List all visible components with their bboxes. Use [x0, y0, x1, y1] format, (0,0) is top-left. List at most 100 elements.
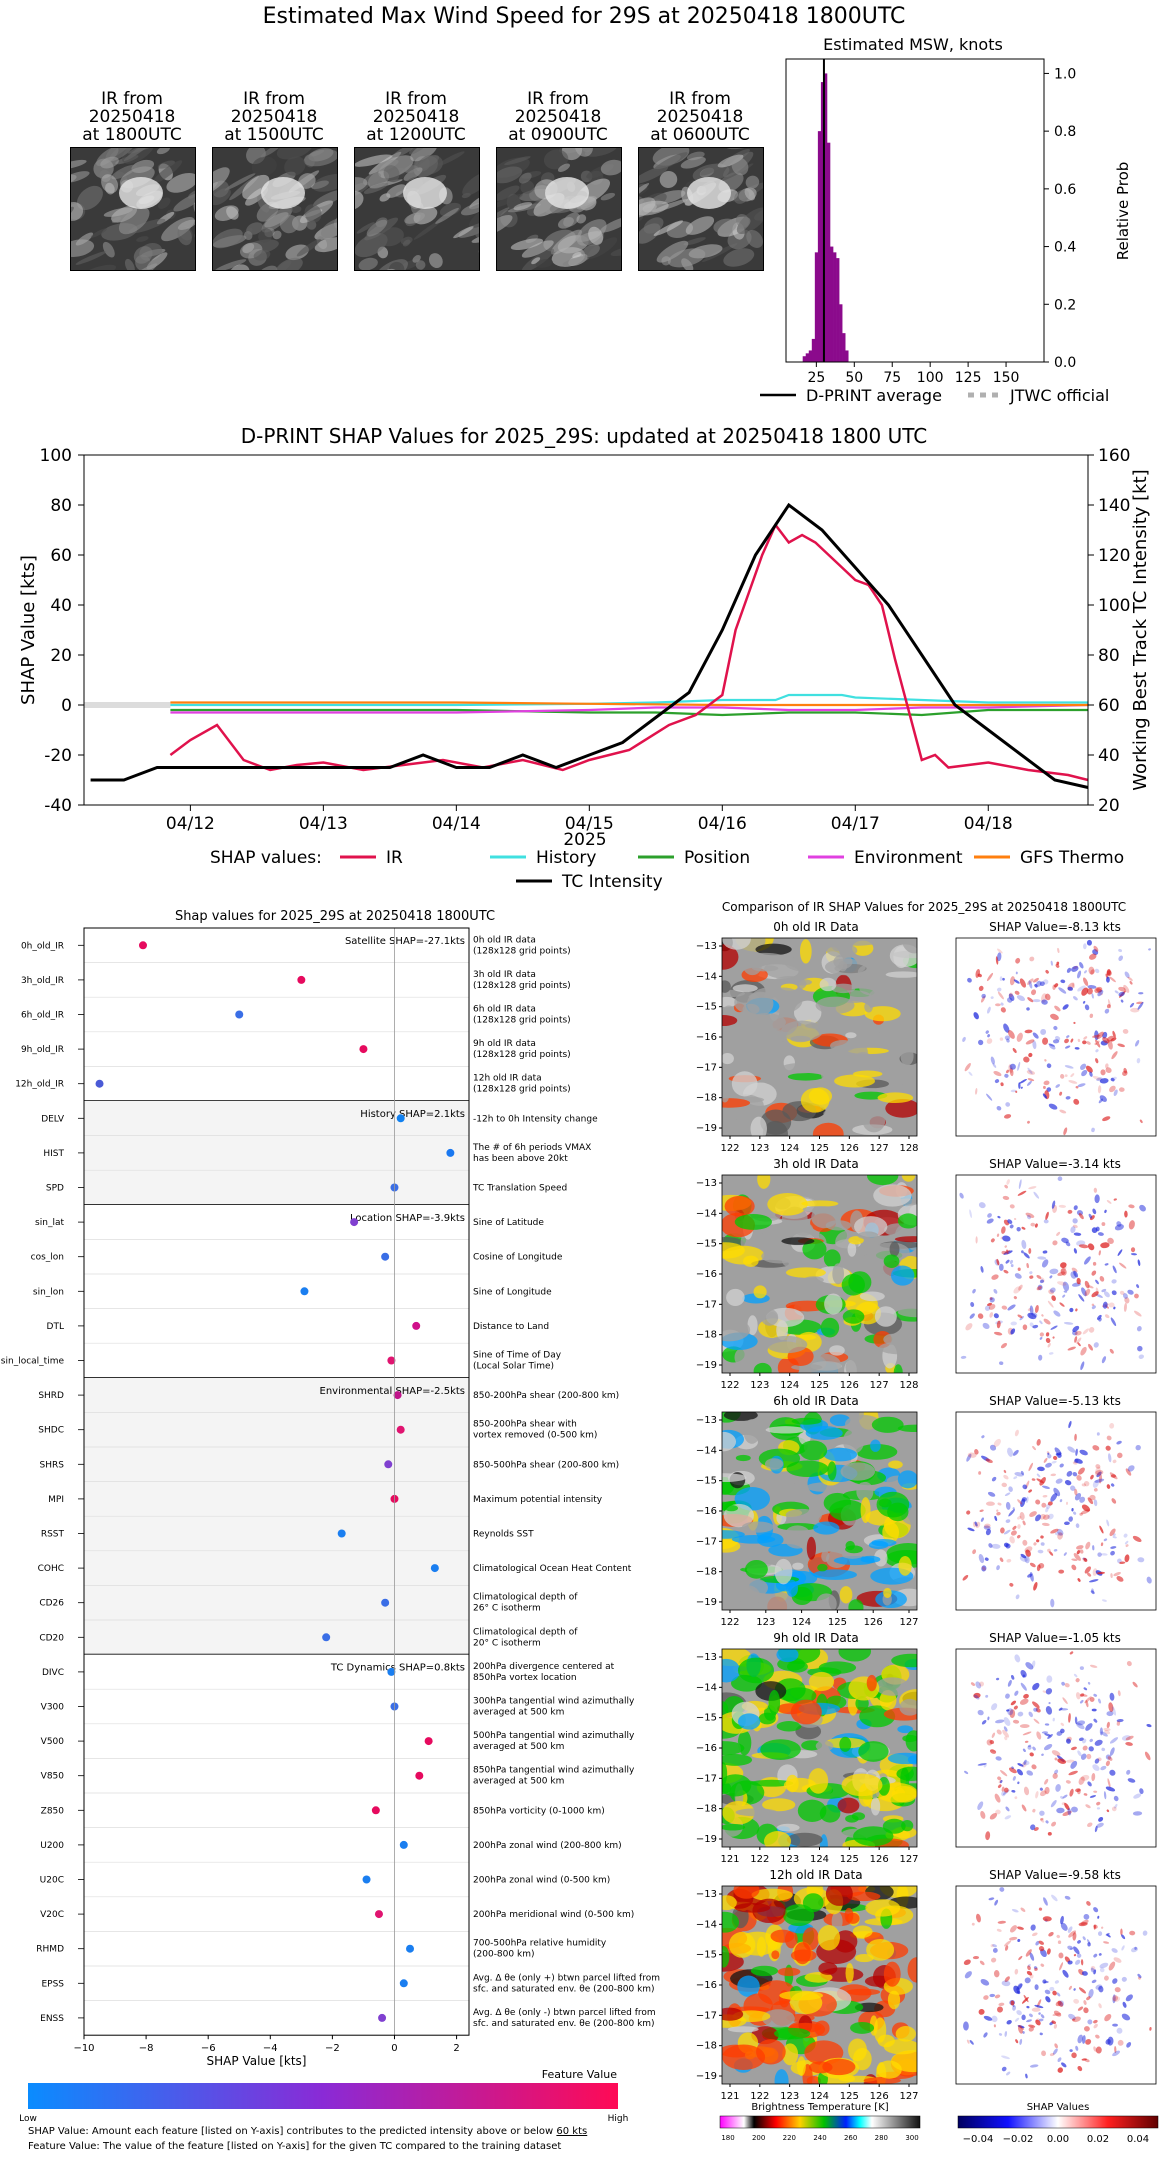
lat-tick-label: −17	[696, 1062, 717, 1073]
right-y-tick-label: 160	[1098, 446, 1130, 466]
footnote-shap-threshold: 60 kts	[556, 2126, 588, 2137]
feature-name: V500	[41, 1737, 65, 1747]
y-tick-label: 0	[61, 696, 72, 716]
x-tick-label: 2	[453, 2043, 459, 2054]
x-tick-label: 0	[391, 2043, 397, 2054]
legend-label: History	[536, 848, 596, 868]
feature-desc: Reynolds SST	[473, 1530, 534, 1540]
ir-image	[722, 1886, 917, 2084]
feature-desc: 850-500hPa shear (200-800 km)	[473, 1460, 619, 1470]
right-y-tick-label: 60	[1098, 696, 1120, 716]
y-tick-label: 80	[50, 496, 72, 516]
lat-tick-label: −16	[696, 1269, 717, 1280]
shap-colorbar-ticks: −0.04 −0.02 0.00 0.02 0.04	[963, 2134, 1149, 2145]
lon-tick-label: 126	[840, 1143, 859, 1154]
feature-desc-2: 20° C isotherm	[473, 1638, 541, 1648]
shap-panel-title: Shap values for 2025_29S at 20250418 180…	[175, 909, 495, 924]
thumbnail-caption: IR from 20250418 at 0600UTC	[630, 90, 770, 144]
feature-desc: 200hPa zonal wind (200-800 km)	[473, 1841, 622, 1851]
ir-image	[722, 938, 917, 1136]
ir-panel-title: 3h old IR Data	[773, 1157, 859, 1171]
shap-dot	[322, 1633, 331, 1642]
feature-name: U20C	[40, 1876, 64, 1886]
feature-desc: 850-200hPa shear with	[473, 1420, 577, 1430]
feature-desc: -12h to 0h Intensity change	[473, 1114, 598, 1124]
feature-desc-2: averaged at 500 km	[473, 1708, 564, 1718]
lat-tick-label: −16	[696, 1743, 717, 1754]
feature-desc: 0h old IR data	[473, 935, 536, 945]
lat-tick-label: −15	[696, 1713, 717, 1724]
feature-bar-title: Feature Value	[542, 2068, 618, 2081]
ir-thumbnail-image	[70, 147, 196, 271]
lon-tick-label: 126	[870, 2091, 889, 2102]
lat-tick-label: −14	[696, 1208, 717, 1219]
thumbnail-caption-line: 20250418	[88, 107, 176, 127]
lat-tick-label: −17	[696, 1536, 717, 1547]
x-tick-label: 100	[917, 370, 944, 386]
series-line-gfs-thermo	[170, 701, 1088, 707]
lat-tick-label: −14	[696, 1682, 717, 1693]
thumbnail-caption: IR from 20250418 at 1800UTC	[62, 90, 202, 144]
feature-value-colorbar	[28, 2083, 618, 2109]
feature-desc-2: (128x128 grid points)	[473, 1085, 571, 1095]
feature-desc-2: 850hPa vortex location	[473, 1673, 577, 1683]
shap-group-label: History SHAP=2.1kts	[360, 1109, 465, 1120]
thumbnail-caption-line: IR from	[385, 89, 447, 109]
histogram-bar	[802, 356, 807, 362]
thumbnail-caption-line: 20250418	[656, 107, 744, 127]
lon-tick-label: 123	[750, 1143, 769, 1154]
feature-desc: 200hPa zonal wind (0-500 km)	[473, 1876, 610, 1886]
feature-desc: 200hPa divergence centered at	[473, 1662, 615, 1672]
feature-desc: Maximum potential intensity	[473, 1495, 603, 1505]
feature-desc-2: averaged at 500 km	[473, 1777, 564, 1787]
feature-desc-2: (128x128 grid points)	[473, 1016, 571, 1026]
lat-tick-label: −14	[696, 971, 717, 982]
legend-label: TC Intensity	[561, 872, 663, 892]
feature-desc: 3h old IR data	[473, 970, 536, 980]
feature-name: SHDC	[38, 1426, 64, 1436]
histogram-frame	[785, 58, 1045, 363]
shap-panel-body: Satellite SHAP=-27.1kts 0h_old_IR 0h old I…	[1, 927, 660, 2124]
lon-tick-label: 127	[899, 1854, 918, 1865]
ir-image	[722, 1649, 917, 1847]
shap-dot	[399, 1979, 408, 1988]
lon-tick-label: 123	[780, 1854, 799, 1865]
x-tick-label: 04/13	[299, 814, 348, 834]
lat-tick-label: −19	[696, 1834, 717, 1845]
y-tick-label: 0.6	[1054, 182, 1076, 198]
shap-group-label: Environmental SHAP=-2.5kts	[320, 1386, 466, 1397]
lon-tick-label: 126	[864, 1617, 883, 1628]
lat-tick-label: −13	[696, 1415, 717, 1426]
histogram-bar	[833, 252, 837, 362]
series-line-environment	[170, 703, 1089, 714]
histogram-bar	[814, 252, 819, 362]
histogram-bar	[842, 333, 846, 362]
histogram-x-ticks: 25 50 75 100 125 150	[807, 362, 1019, 386]
lat-tick-label: −18	[696, 1804, 717, 1815]
x-tick-label: 04/17	[831, 814, 880, 834]
feature-bar-low: Low	[19, 2114, 37, 2124]
feature-desc: Sine of Time of Day	[473, 1351, 562, 1361]
x-tick-label: −10	[73, 2043, 94, 2054]
x-tick-label: 150	[993, 370, 1020, 386]
shap-map-frame	[955, 1648, 1157, 1848]
lon-tick-label: 126	[870, 1854, 889, 1865]
shap-dot	[384, 1460, 393, 1469]
feature-desc-2: vortex removed (0-500 km)	[473, 1431, 597, 1441]
lon-tick-label: 125	[828, 1617, 847, 1628]
feature-desc: Climatological Ocean Heat Content	[473, 1564, 632, 1574]
bt-tick-label: 200	[752, 2134, 765, 2142]
lon-tick-label: 127	[870, 1380, 889, 1391]
shap-panel-title: SHAP Value=-8.13 kts	[989, 920, 1121, 934]
feature-name: 9h_old_IR	[21, 1045, 64, 1055]
shap-group-label: TC Dynamics SHAP=0.8kts	[330, 1663, 465, 1674]
lat-tick-label: −15	[696, 1950, 717, 1961]
shap-x-label: SHAP Value [kts]	[207, 2054, 307, 2068]
feature-desc: Climatological depth of	[473, 1593, 578, 1603]
timeseries-y-ticks: -40 -20 0 20 40 60 80 100	[40, 446, 84, 816]
lon-tick-label: 127	[870, 1143, 889, 1154]
series-line-position	[170, 708, 1088, 717]
lon-tick-label: 122	[750, 2091, 769, 2102]
shap-dot	[387, 1667, 396, 1676]
y-tick-label: 100	[40, 446, 72, 466]
